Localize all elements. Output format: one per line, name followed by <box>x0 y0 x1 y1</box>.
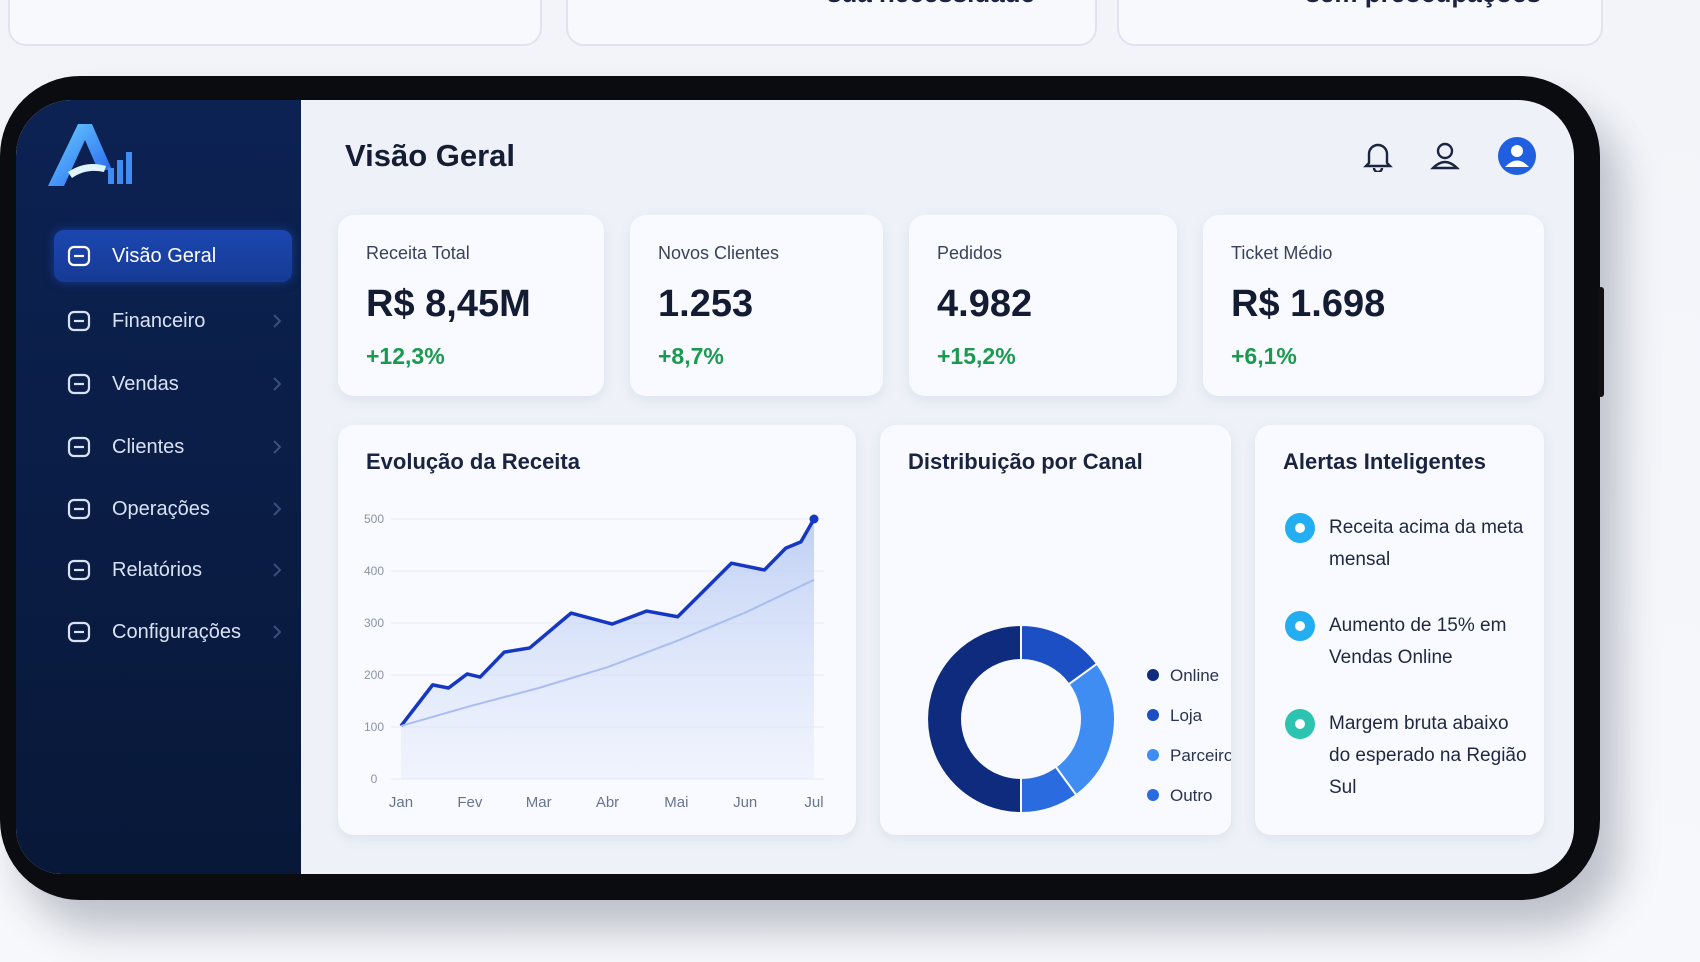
nav-label: Financeiro <box>112 310 206 332</box>
nav-item[interactable]: Financeiro <box>54 295 292 347</box>
donut-segment <box>1054 662 1116 797</box>
donut-segment <box>926 623 1022 815</box>
kpi-card: Receita Total R$ 8,45M +12,3% <box>338 215 604 396</box>
kpi-value: 1.253 <box>658 283 754 325</box>
device-button <box>1598 287 1604 397</box>
panel-title: Alertas Inteligentes <box>1283 449 1486 474</box>
kpi-label: Ticket Médio <box>1231 243 1333 263</box>
alert-dot <box>1285 709 1315 739</box>
line <box>399 518 816 728</box>
x-tick-label: Mar <box>526 794 552 811</box>
x-tick-label: Fev <box>457 794 483 811</box>
revenue-chart: 0 100 200 300 400 500 Jan Fev Mar Abr Mai Jun Jul <box>364 512 824 811</box>
page-title: Visão Geral <box>345 138 516 173</box>
alert-text: Aumento de 15% em Vendas Online <box>1329 615 1507 668</box>
y-tick-label: 200 <box>364 668 384 682</box>
y-tick-label: 300 <box>364 616 384 630</box>
top-card-text: sem preocupações <box>1305 0 1541 9</box>
logo <box>48 124 132 186</box>
alert-text: Margem bruta abaixo do esperado na Regiã… <box>1329 713 1527 798</box>
panel-title: Evolução da Receita <box>366 449 580 474</box>
kpi-value: R$ 8,45M <box>366 283 531 325</box>
legend-dot <box>1147 749 1159 761</box>
nav-label: Relatórios <box>112 559 203 581</box>
kpi-change: +15,2% <box>937 343 1016 369</box>
alert-dot <box>1285 513 1315 543</box>
nav-item[interactable]: Relatórios <box>54 544 292 596</box>
alert-dot <box>1285 611 1315 641</box>
nav-item[interactable]: Configurações <box>54 606 292 658</box>
legend-label: Outro <box>1170 786 1213 805</box>
alerts-panel: Alertas Inteligentes Receita acima da me… <box>1255 425 1544 835</box>
nav-label: Clientes <box>112 436 185 458</box>
kpi-card: Novos Clientes 1.253 +8,7% <box>630 215 883 396</box>
channel-chart: Online Loja Parceiros Outro <box>926 623 1231 815</box>
area <box>401 519 814 779</box>
alert-text: Receita acima da meta mensal <box>1329 517 1524 570</box>
x-tick-label: Jun <box>733 794 757 811</box>
screen: Visão Geral Financeiro Vendas Clientes Opera… <box>16 100 1574 874</box>
line <box>400 578 815 727</box>
kpi-card: Pedidos 4.982 +15,2% <box>909 215 1177 396</box>
revenue-panel: Evolução da Receita 0 100 200 300 400 500 Jan F… <box>338 425 856 835</box>
panel-title: Distribuição por Canal <box>908 449 1143 474</box>
kpi-card: Ticket Médio R$ 1.698 +6,1% <box>1203 215 1544 396</box>
top-card: sua necessidade <box>566 0 1097 46</box>
nav-item[interactable]: Clientes <box>54 421 292 473</box>
legend-label: Loja <box>1170 706 1203 725</box>
end-point <box>809 514 819 524</box>
y-tick-label: 500 <box>364 512 384 526</box>
top-card: sem preocupações <box>1117 0 1603 46</box>
kpi-value: 4.982 <box>937 283 1033 325</box>
y-tick-label: 400 <box>364 564 384 578</box>
kpi-change: +8,7% <box>658 343 724 369</box>
nav-label: Configurações <box>112 621 241 643</box>
kpi-change: +12,3% <box>366 343 445 369</box>
kpi-change: +6,1% <box>1231 343 1297 369</box>
y-tick-label: 0 <box>371 772 378 786</box>
nav-label: Vendas <box>112 373 179 395</box>
notification-icon[interactable] <box>1363 140 1393 172</box>
nav-label: Visão Geral <box>112 245 217 267</box>
top-card <box>8 0 542 46</box>
top-card-text: sua necessidade <box>827 0 1035 9</box>
legend-label: Online <box>1170 666 1219 685</box>
legend-dot <box>1147 789 1159 801</box>
nav-item[interactable]: Vendas <box>54 358 292 410</box>
x-tick-label: Jan <box>389 794 413 811</box>
x-tick-label: Jul <box>804 794 823 811</box>
legend-label: Parceiros <box>1170 746 1231 765</box>
kpi-label: Receita Total <box>366 243 470 263</box>
channel-panel: Distribuição por Canal Online Loja Parceir… <box>880 425 1231 835</box>
nav-item[interactable]: Visão Geral <box>54 230 292 282</box>
account-icon[interactable] <box>1430 140 1460 172</box>
y-tick-label: 100 <box>364 720 384 734</box>
kpi-label: Pedidos <box>937 243 1003 263</box>
kpi-label: Novos Clientes <box>658 243 780 263</box>
nav-label: Operações <box>112 498 210 520</box>
legend-dot <box>1147 669 1159 681</box>
sidebar: Visão Geral Financeiro Vendas Clientes Opera… <box>16 100 301 874</box>
nav-item[interactable]: Operações <box>54 483 292 535</box>
x-tick-label: Mai <box>664 794 688 811</box>
legend-dot <box>1147 709 1159 721</box>
kpi-value: R$ 1.698 <box>1231 283 1386 325</box>
donut-segment <box>1020 765 1078 815</box>
x-tick-label: Abr <box>596 794 619 811</box>
avatar[interactable] <box>1497 136 1537 176</box>
